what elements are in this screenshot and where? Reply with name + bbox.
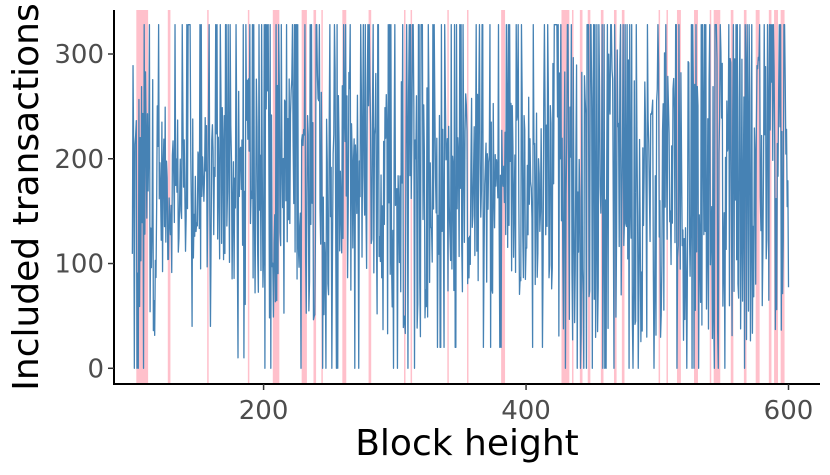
y-tick-label-300: 300 xyxy=(54,40,104,70)
highlight-span-31 xyxy=(768,10,772,384)
y-tick-label-0: 0 xyxy=(87,354,104,384)
highlight-span-9 xyxy=(368,10,372,384)
highlight-span-1 xyxy=(167,10,171,384)
y-ticks: 0 100 200 300 xyxy=(54,40,114,384)
x-tick-label-400: 400 xyxy=(501,396,551,426)
y-tick-label-200: 200 xyxy=(54,145,104,175)
highlight-span-6 xyxy=(313,10,317,384)
series-line-group xyxy=(131,24,790,369)
highlight-span-14 xyxy=(501,10,506,384)
y-axis-title: Included transactions xyxy=(6,3,47,390)
highlight-span-8 xyxy=(342,10,347,384)
x-tick-label-600: 600 xyxy=(764,396,814,426)
y-tick-label-100: 100 xyxy=(54,250,104,280)
x-ticks: 200 400 600 xyxy=(239,384,814,426)
x-tick-label-200: 200 xyxy=(239,396,289,426)
highlight-span-30 xyxy=(755,10,760,384)
highlight-span-3 xyxy=(247,10,250,384)
highlight-span-5 xyxy=(301,10,307,384)
x-axis-title: Block height xyxy=(355,423,579,464)
highlight-span-32 xyxy=(774,10,779,384)
highlight-span-10 xyxy=(404,10,406,384)
series-line xyxy=(131,24,790,369)
axes xyxy=(113,10,820,385)
